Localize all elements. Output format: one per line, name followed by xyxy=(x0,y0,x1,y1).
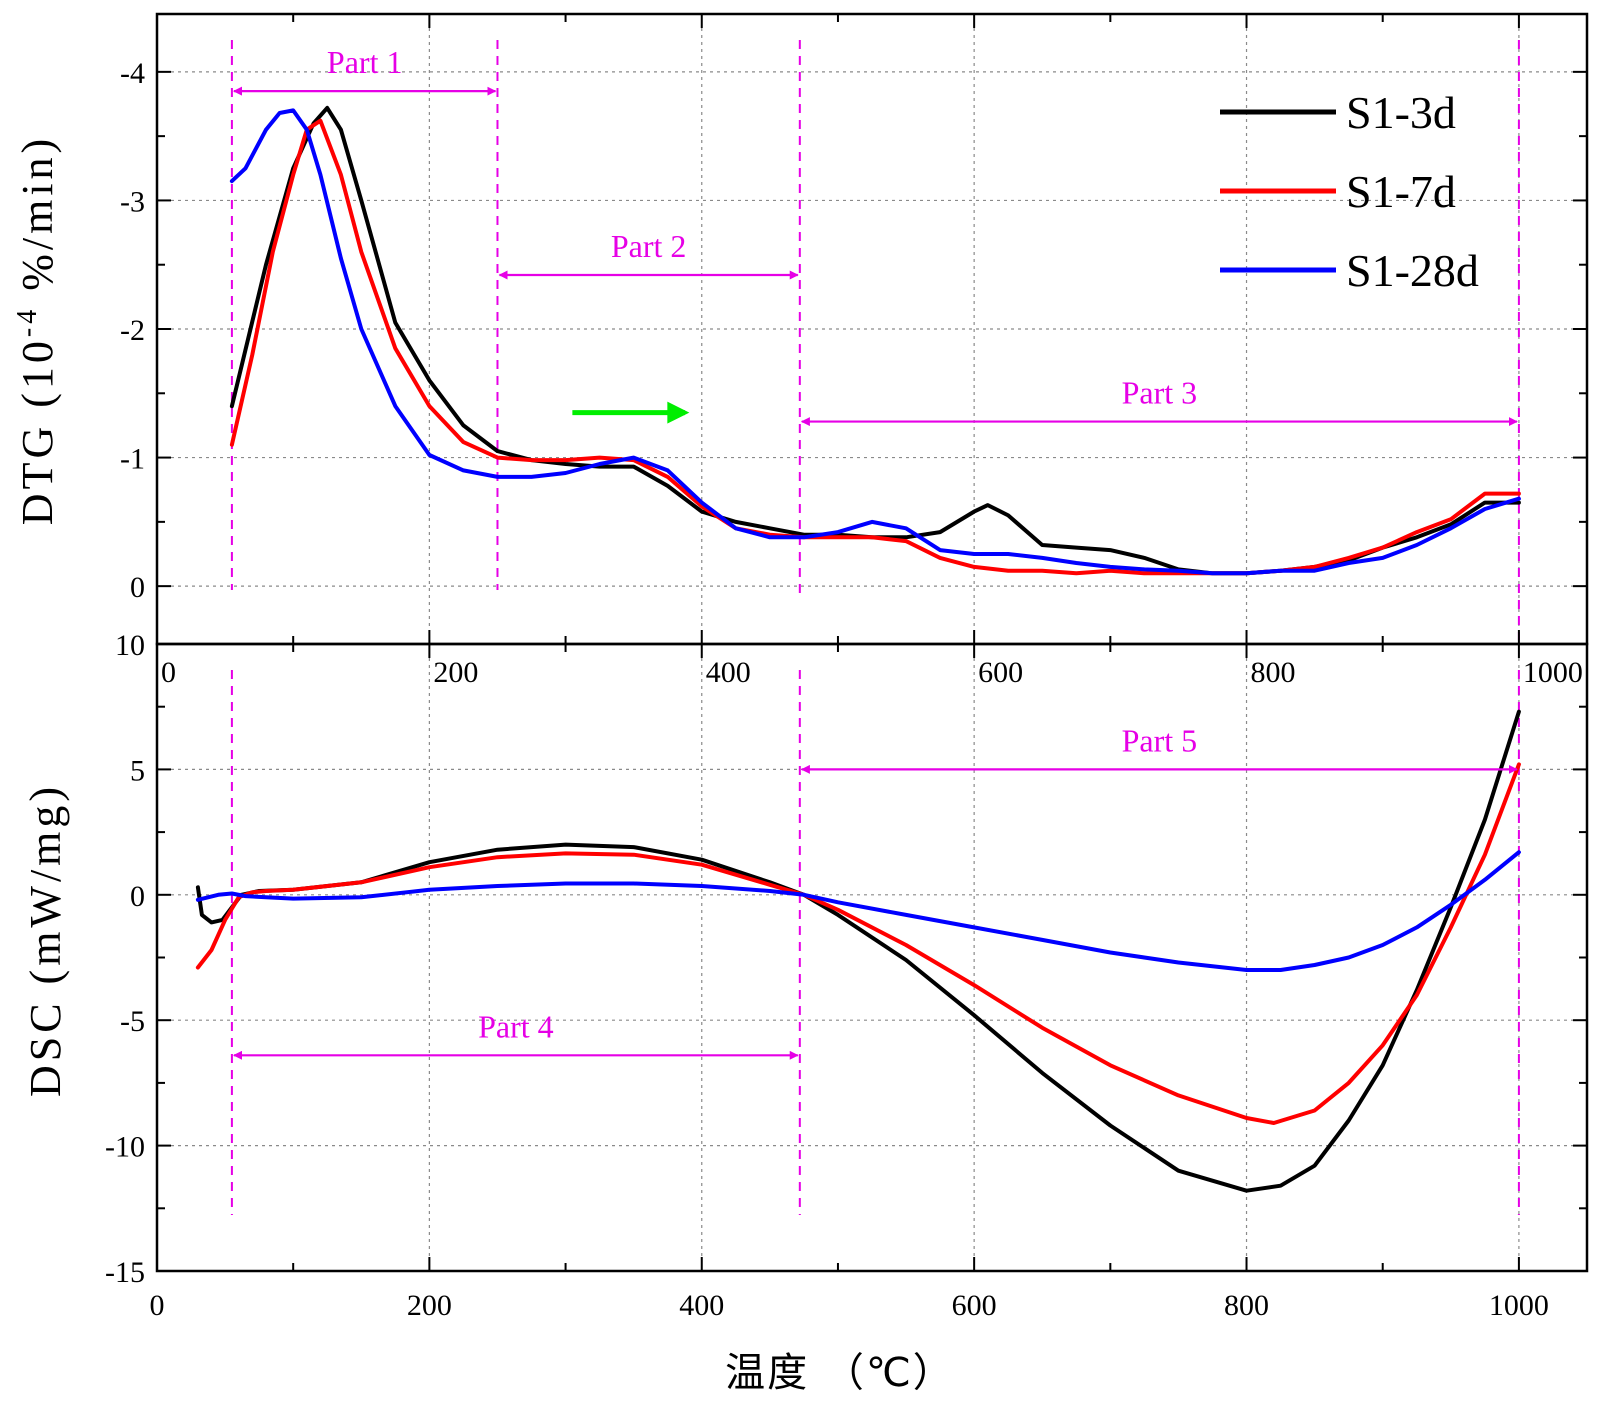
part-3-label: Part 3 xyxy=(1122,375,1198,411)
dtg-y-tick-label--4: -4 xyxy=(120,57,145,90)
dsc-y-tick-label-5: 5 xyxy=(130,754,145,787)
dtg-y-title-main: DTG (10 xyxy=(13,337,62,525)
dtg-y-title-superscript: -4 xyxy=(12,306,43,337)
dtg-x-tick-label-600: 600 xyxy=(978,656,1023,689)
dtg-x-tick-label-800: 800 xyxy=(1251,656,1296,689)
dtg-guide-lines xyxy=(230,40,1520,640)
dsc-grid xyxy=(157,644,1587,1271)
dtg-y-tick-label-0: 0 xyxy=(130,571,145,604)
dtg-x-tick-label-1000: 1000 xyxy=(1523,656,1583,689)
dtg-y-title-rest: %/min) xyxy=(13,135,62,306)
legend-label-s1-7d: S1-7d xyxy=(1346,166,1456,217)
dsc-x-tick-label-0: 0 xyxy=(150,1289,165,1322)
dsc-part-annotations: Part 4 Part 5 xyxy=(233,722,1518,1060)
dtg-part-annotations: Part 1 Part 2 Part 3 xyxy=(233,44,1518,427)
dsc-x-tick-label-400: 400 xyxy=(679,1289,724,1322)
dsc-y-tick-label-0: 0 xyxy=(130,880,145,913)
dtg-x-tick-label-400: 400 xyxy=(706,656,751,689)
part-5-label: Part 5 xyxy=(1122,722,1198,758)
dsc-y-tick-label--5: -5 xyxy=(120,1005,145,1038)
part-2-label: Part 2 xyxy=(611,228,687,264)
dsc-x-tick-label-800: 800 xyxy=(1224,1289,1269,1322)
dtg-y-tick-label--2: -2 xyxy=(120,314,145,347)
dtg-y-axis-title: DTG (10-4 %/min) xyxy=(12,135,62,525)
legend-label-s1-28d: S1-28d xyxy=(1346,245,1479,296)
part-1-label: Part 1 xyxy=(327,44,403,80)
dsc-line-s1-7d xyxy=(195,762,1521,1125)
dsc-x-tick-labels: 0 200 400 600 800 1000 xyxy=(150,1289,1549,1322)
dsc-y-tick-label--15: -15 xyxy=(105,1256,145,1289)
dsc-ticks xyxy=(156,643,1587,1272)
dsc-x-tick-label-1000: 1000 xyxy=(1489,1289,1549,1322)
dtg-y-tick-labels: -4 -3 -2 -1 0 xyxy=(120,57,145,604)
dtg-line-s1-3d xyxy=(229,105,1521,576)
dsc-y-tick-label--10: -10 xyxy=(105,1131,145,1164)
dsc-series xyxy=(195,709,1521,1193)
dtg-y-tick-label--1: -1 xyxy=(120,443,145,476)
dsc-x-tick-label-200: 200 xyxy=(407,1289,452,1322)
dsc-y-tick-labels: 10 5 0 -5 -10 -15 xyxy=(105,629,145,1289)
dtg-line-s1-28d xyxy=(229,108,1521,576)
dsc-line-s1-28d xyxy=(195,850,1521,972)
part-4-label: Part 4 xyxy=(478,1008,554,1044)
dtg-x-tick-label-200: 200 xyxy=(433,656,478,689)
legend-label-s1-3d: S1-3d xyxy=(1346,87,1456,138)
dsc-axis-frame xyxy=(155,642,1589,1273)
dsc-line-s1-3d xyxy=(195,709,1521,1193)
dsc-y-tick-label-10: 10 xyxy=(115,629,145,662)
x-axis-title: 温度 （℃） xyxy=(725,1350,955,1396)
dsc-x-tick-label-600: 600 xyxy=(952,1289,997,1322)
dtg-x-tick-labels: 0 200 400 600 800 1000 xyxy=(161,656,1583,689)
dsc-guide-lines xyxy=(230,670,1520,1215)
dtg-x-tick-label-0: 0 xyxy=(161,656,176,689)
dsc-y-axis-title: DSC (mW/mg) xyxy=(21,783,70,1097)
dtg-y-tick-label--3: -3 xyxy=(120,185,145,218)
dsc-panel: Part 4 Part 5 0 200 400 600 800 1000 10 5 0 -5 -10… xyxy=(21,629,1589,1396)
dtg-series xyxy=(229,105,1521,576)
legend: S1-3d S1-7d S1-28d xyxy=(1220,87,1479,296)
